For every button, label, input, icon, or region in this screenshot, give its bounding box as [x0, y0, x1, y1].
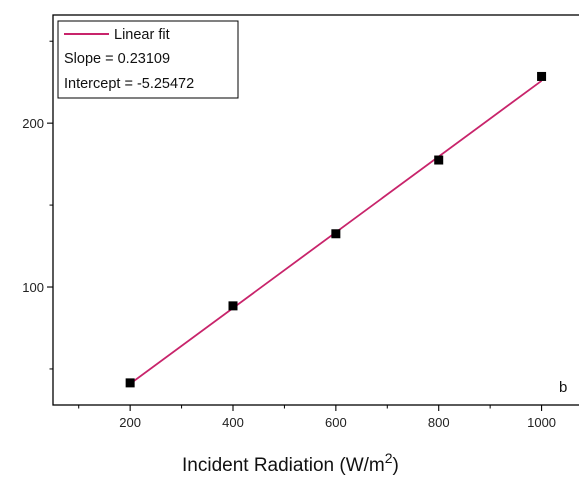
legend-fit-label: Linear fit — [114, 27, 170, 43]
x-tick-label: 1000 — [527, 415, 556, 430]
ticks-layer: 200 400 600 800 1000 100 200 — [22, 40, 556, 430]
data-point — [125, 378, 135, 388]
data-point — [537, 71, 547, 81]
legend-slope-text: Slope = 0.23109 — [64, 51, 170, 67]
x-tick-label: 600 — [325, 415, 347, 430]
legend-intercept-text: Intercept = -5.25472 — [64, 76, 194, 92]
panel-label: b — [559, 379, 567, 396]
x-tick-label: 400 — [222, 415, 244, 430]
x-axis-title-superscript: 2 — [385, 450, 393, 466]
x-tick-label: 200 — [119, 415, 141, 430]
plot-area-frame — [52, 14, 579, 406]
x-axis-title: Incident Radiation (W/m2) — [182, 450, 399, 476]
data-point — [434, 155, 444, 165]
x-axis-title-close: ) — [393, 455, 399, 476]
data-point — [331, 229, 341, 239]
legend: Linear fit Slope = 0.23109 Intercept = -… — [57, 20, 239, 99]
y-tick-label: 200 — [22, 116, 44, 131]
y-tick-label: 100 — [22, 280, 44, 295]
x-tick-label: 800 — [428, 415, 450, 430]
x-axis-title-main: Incident Radiation (W/m — [182, 455, 385, 476]
points-layer — [125, 71, 547, 388]
data-point — [228, 301, 238, 311]
